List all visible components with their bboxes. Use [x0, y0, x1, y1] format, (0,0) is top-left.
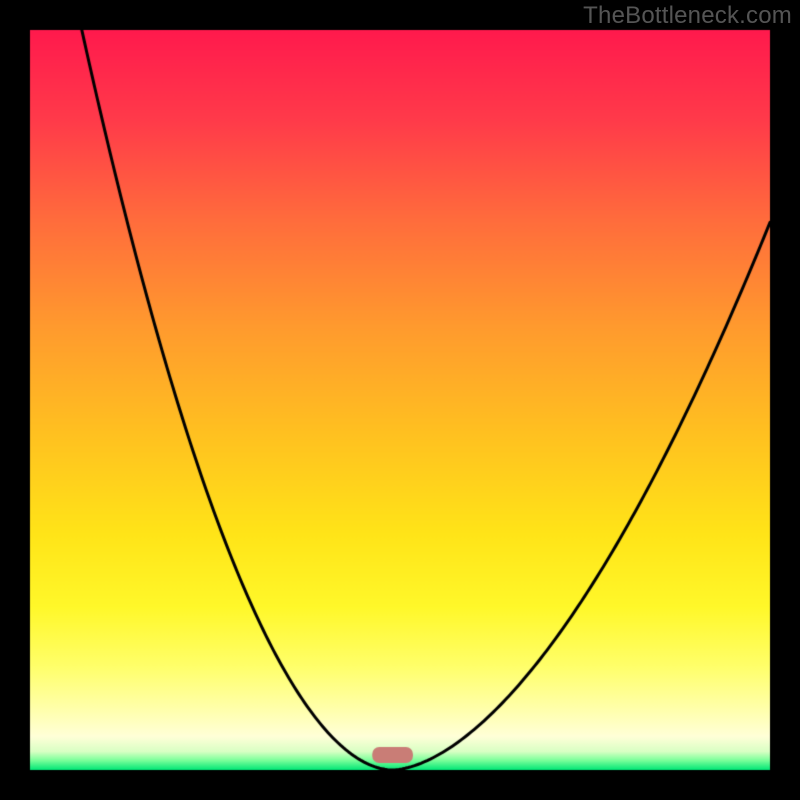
chart-stage: TheBottleneck.com [0, 0, 800, 800]
bottleneck-chart-canvas [0, 0, 800, 800]
source-watermark: TheBottleneck.com [583, 2, 792, 30]
